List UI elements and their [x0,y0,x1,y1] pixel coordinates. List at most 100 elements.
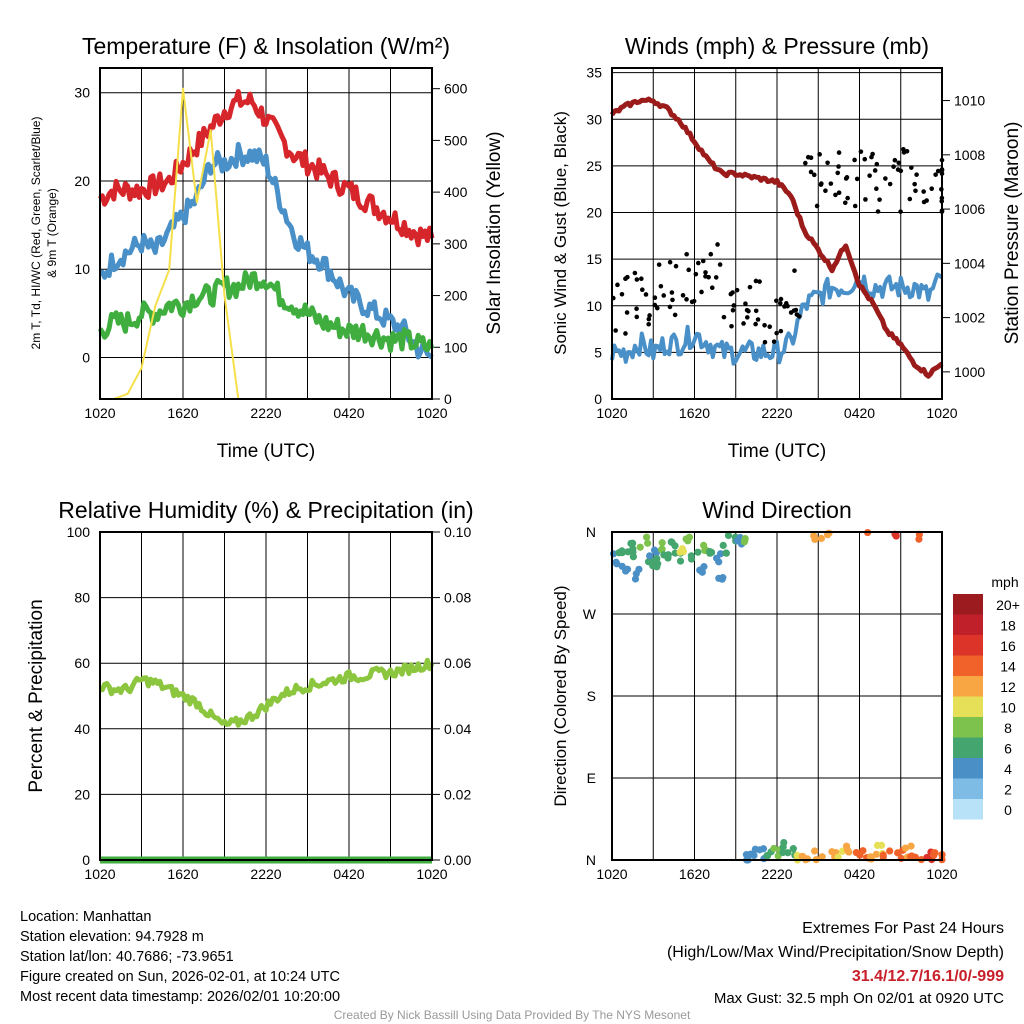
gust-point [717,262,723,267]
gust-point [708,251,714,257]
gust-point [778,301,783,306]
legend-label: 10 [1000,700,1016,716]
y-tick-label-right: 400 [444,184,468,200]
legend-swatch [953,696,983,717]
y-tick-label-right: 0.08 [444,590,471,606]
y-tick-label: 15 [586,251,602,267]
y-tick-label: 30 [74,85,90,101]
plot-border [99,67,433,400]
gust-point [767,324,773,330]
y-tick-label-right: 0.02 [444,786,471,802]
gust-point [734,287,740,293]
y-tick-label-right: 600 [444,81,468,97]
latlon: Station lat/lon: 40.7686; -73.9651 [20,949,234,965]
gust-point [613,328,618,333]
wind-direction-point [718,575,726,583]
wind-direction-point [715,558,723,566]
series-sonic-wind [610,272,944,366]
wind-direction-point [770,844,778,853]
legend-swatch [953,758,983,779]
y-tick-label: 10 [74,261,90,277]
x-tick-label: 1620 [167,866,198,882]
gust-point [784,301,789,306]
gust-point [721,314,727,320]
plot-border [611,531,943,861]
gust-point [836,164,841,169]
legend-swatch [953,676,983,697]
x-tick-label: 0420 [333,405,364,421]
wind-direction-point [930,849,938,857]
gust-point [689,299,695,305]
gust-point [874,161,880,167]
y-tick-label-right: 0 [444,391,452,407]
gust-point [912,181,917,187]
wind-direction-point [763,852,772,860]
gust-point [872,168,878,173]
wind-direction-point [644,539,652,547]
x-tick-label: 0420 [333,866,364,882]
gust-point [624,310,630,315]
gust-point [654,305,660,311]
legend-swatch [953,594,983,615]
gust-point [858,149,864,154]
y-tick-label: N [586,852,596,868]
x-tick-label: 2220 [761,866,792,882]
gust-point [652,302,658,308]
legend-title: mph [991,574,1018,590]
x-tick-label: 0420 [844,866,875,882]
legend-label: 14 [1000,659,1016,675]
gust-point [686,267,692,273]
gust-point [843,176,849,181]
gust-point [774,298,779,304]
gust-point [842,200,848,206]
gust-point [757,279,762,284]
series-station-pressure [609,96,944,379]
y-axis-label: Direction (Colored By Speed) [551,585,570,806]
wind-direction-point [664,554,672,562]
wind-direction-point [687,552,695,560]
wind-direction-point [696,566,704,574]
gust-point [623,331,628,336]
gust-point [869,154,874,160]
x-tick-label: 1020 [416,405,447,421]
plot-border [611,67,943,400]
chart-title-0: Temperature (F) & Insolation (W/m²) [82,33,450,59]
y-tick-label: E [587,770,596,786]
gust-point [794,312,800,317]
gust-point [792,268,797,273]
gust-point [891,164,896,169]
gust-point [803,160,808,166]
wind-direction-point [892,532,900,540]
gust-point [731,303,737,308]
gust-point [892,157,898,163]
gust-point [646,321,652,327]
gust-point [933,172,938,177]
series-rh [99,657,435,728]
wind-direction-point [719,541,727,549]
gust-point [684,251,689,257]
wind-direction-point [811,847,819,855]
wind-direction-point [803,855,812,863]
y-axis-label: Percent & Precipitation [26,599,47,792]
gust-point [700,258,706,264]
gust-point [852,157,857,163]
gust-point [877,197,882,202]
gust-point [808,169,814,175]
gust-point [634,277,640,282]
x-tick-label: 1620 [679,405,710,421]
gust-point [667,259,673,265]
wind-direction-point [618,562,626,570]
gust-point [818,182,824,187]
legend-label: 6 [1004,741,1012,757]
gust-point [680,293,686,298]
wind-direction-point [845,848,853,856]
gust-point [808,155,814,161]
gust-point [887,181,893,187]
y-tick-label: 0 [82,852,90,868]
chart-title-3: Wind Direction [702,497,852,523]
gust-point [729,323,734,329]
y-tick-label: 80 [74,590,90,606]
wind-direction-point [615,549,623,557]
x-tick-label: 2220 [250,405,281,421]
